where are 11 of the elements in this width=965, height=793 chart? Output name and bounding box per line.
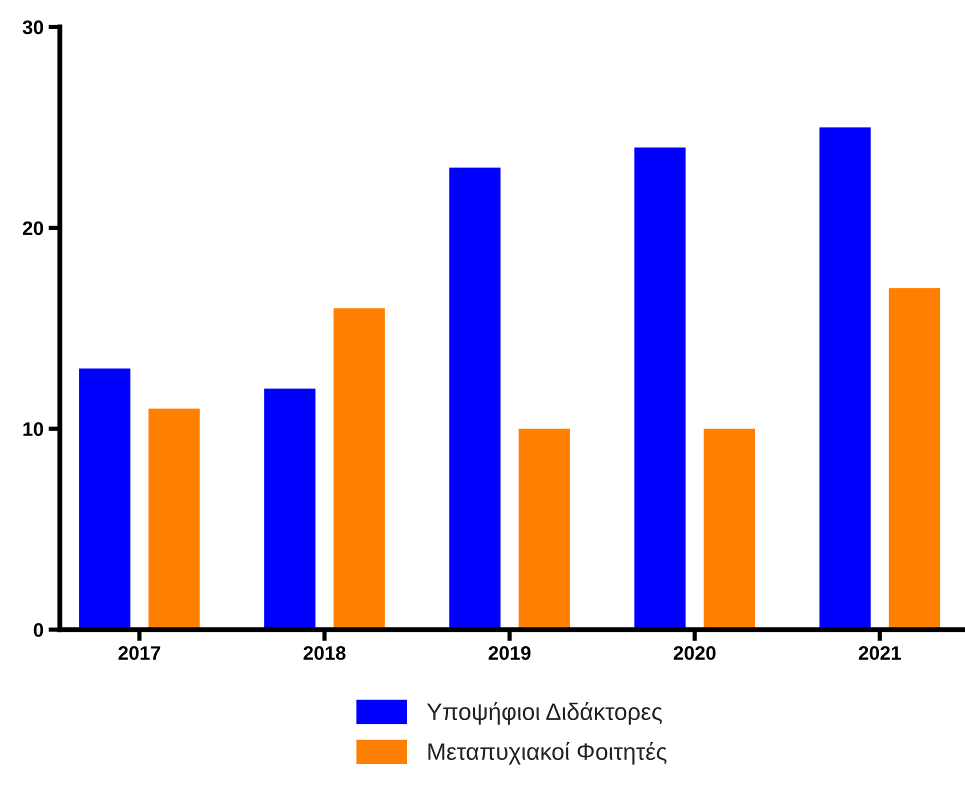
x-tick-label: 2018 [304,646,346,660]
y-tick-label: 0 [34,623,44,637]
legend-label: Μεταπυχιακοί Φοιτητές [428,742,666,765]
x-tick-label: 2021 [858,646,901,660]
x-tick-label: 2017 [118,646,160,660]
y-tick-label: 20 [22,221,44,236]
x-tick-label: 2020 [674,646,716,660]
x-tick-label: 2019 [488,646,531,660]
y-tick-label: 30 [22,20,44,34]
y-tick-label: 10 [23,422,44,436]
legend-label: Υποψήφιοι Διδάκτορες [427,702,662,725]
